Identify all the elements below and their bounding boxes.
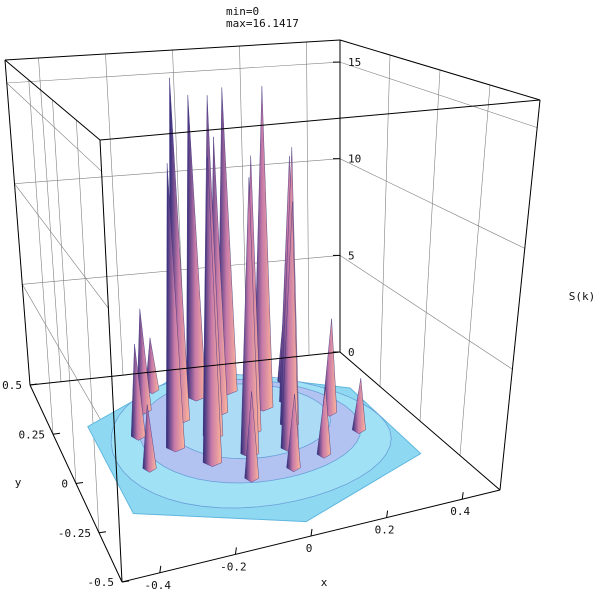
z-tick-label: 5 — [348, 249, 355, 262]
grid-line — [38, 57, 62, 382]
peak — [286, 394, 301, 473]
box-edge — [339, 351, 501, 491]
z-tick-label: 0 — [348, 346, 355, 359]
x-tick — [159, 565, 162, 573]
peak — [166, 163, 185, 453]
grid-line — [419, 69, 441, 422]
y-tick-label: 0.25 — [19, 428, 46, 441]
axis-ticks: -0.4 -0.2 0 0.2 0.4 x 0.5 0.25 0 -0.25 -0.5 y 15 10 5 0… — [2, 56, 595, 592]
box-edge — [99, 99, 541, 141]
x-tick — [386, 510, 389, 518]
max-label: max=16.1417 — [226, 17, 299, 30]
x-axis-label: x — [321, 576, 328, 589]
min-label: min=0 — [226, 5, 260, 18]
peak — [142, 404, 157, 473]
y-tick-label: 0 — [61, 478, 68, 491]
x-tick-label: -0.2 — [220, 560, 247, 573]
peak — [244, 391, 260, 483]
z-tick-label: 10 — [348, 153, 361, 166]
y-tick — [75, 482, 84, 484]
grid-line — [379, 54, 391, 387]
x-tick — [461, 492, 464, 500]
y-axis-label: y — [15, 476, 22, 489]
peak — [145, 337, 160, 395]
box-edge — [29, 351, 341, 386]
peak — [351, 378, 366, 435]
box-edge — [4, 59, 101, 141]
y-tick-label: 0.5 — [2, 379, 22, 392]
box-edge — [499, 99, 541, 491]
y-tick — [29, 383, 38, 386]
grid-line — [28, 79, 54, 435]
y-tick-label: -0.5 — [88, 576, 115, 589]
grid-line — [76, 119, 100, 533]
peak — [186, 94, 207, 402]
x-tick-label: -0.4 — [145, 579, 172, 592]
box-edge — [99, 139, 123, 583]
surface — [87, 77, 422, 523]
x-tick — [310, 528, 313, 537]
grid-line — [105, 53, 124, 376]
z-tick-label: 15 — [348, 56, 361, 69]
grid-line — [52, 99, 77, 484]
x-tick-label: 0 — [306, 542, 313, 555]
y-tick — [98, 531, 107, 534]
y-tick-label: -0.25 — [58, 527, 91, 540]
grid-line — [459, 84, 491, 456]
x-tick — [234, 547, 237, 555]
grid-line — [306, 41, 310, 356]
y-tick — [52, 432, 61, 435]
box-edge — [339, 39, 541, 101]
box-edge — [4, 39, 341, 61]
peak — [202, 156, 223, 467]
x-tick-label: 0.4 — [450, 505, 470, 518]
peak — [316, 386, 331, 459]
box-edge — [4, 59, 31, 386]
z-axis-label: S(k) — [569, 290, 596, 303]
y-tick — [121, 580, 130, 583]
x-tick-label: 0.2 — [375, 524, 395, 537]
